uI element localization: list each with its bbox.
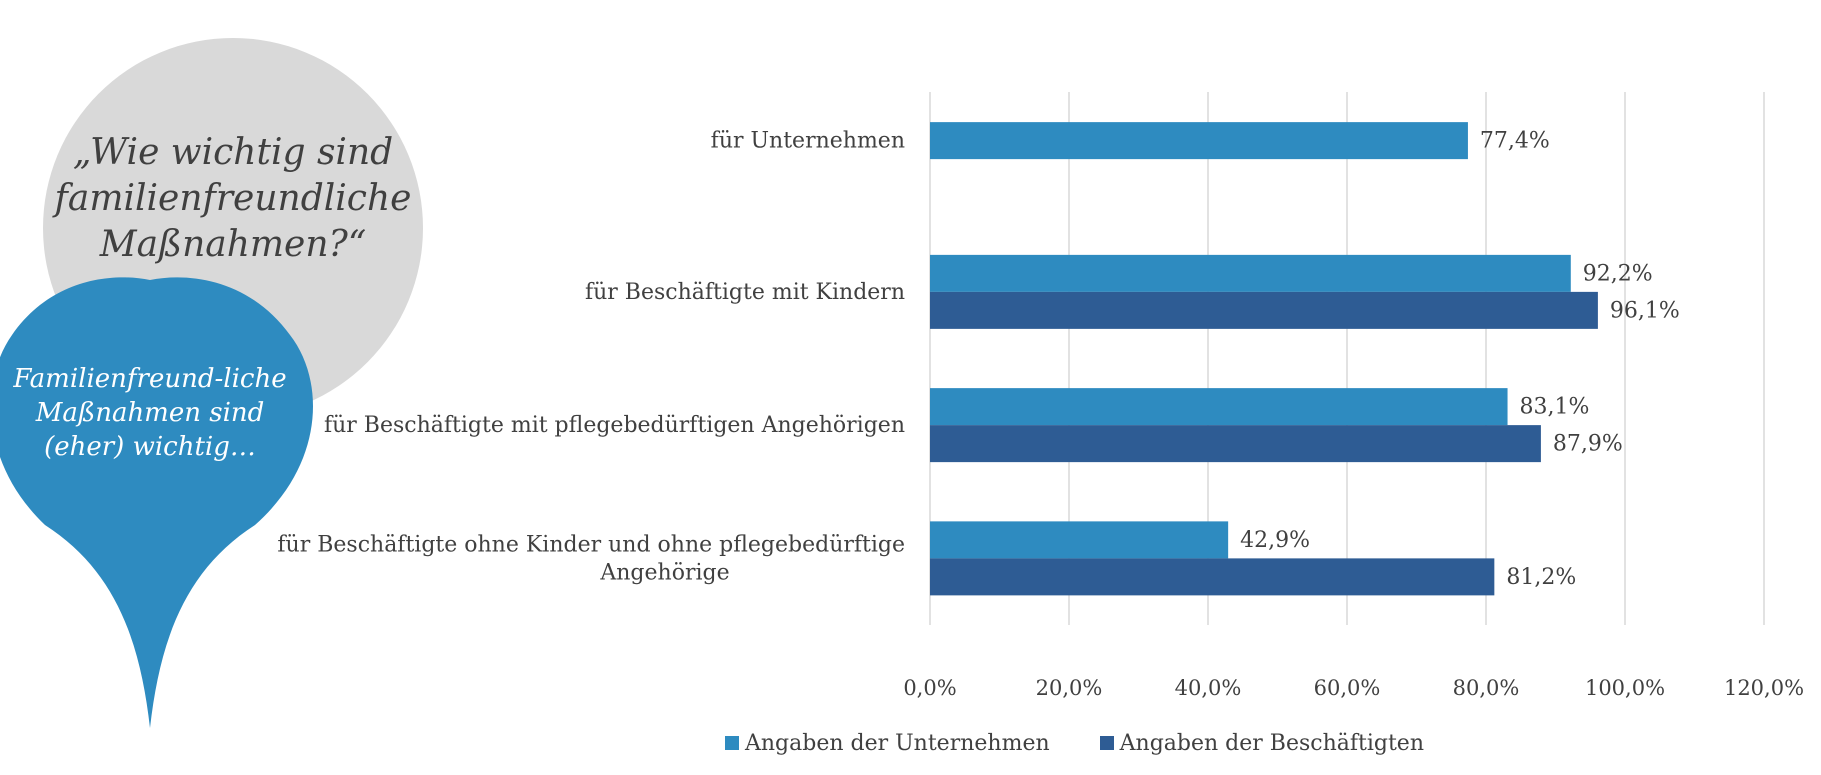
data-label: 77,4% [1480, 129, 1550, 154]
category-label-line: für Beschäftigte ohne Kinder und ohne pf… [277, 532, 905, 557]
data-label: 92,2% [1583, 261, 1653, 286]
legend-label: Angaben der Unternehmen [745, 730, 1050, 756]
data-label: 81,2% [1506, 565, 1576, 590]
bar [930, 425, 1541, 463]
legend: Angaben der Unternehmen Angaben der Besc… [725, 728, 1474, 758]
tick-label: 100,0% [1585, 676, 1665, 700]
category-label-line: für Unternehmen [711, 129, 905, 154]
bar [930, 521, 1229, 559]
data-label: 42,9% [1240, 528, 1310, 553]
category-label-line: für Beschäftigte mit Kindern [585, 280, 905, 305]
legend-item-beschaeftigte: Angaben der Beschäftigten [1099, 730, 1424, 756]
bars [930, 122, 1598, 596]
data-label: 87,9% [1553, 432, 1623, 457]
category-labels: für Unternehmen für Beschäftigte mit Kind… [277, 129, 905, 586]
category-label: für Beschäftigte mit Kindern [585, 280, 905, 305]
data-label: 83,1% [1520, 395, 1590, 420]
tick-label: 120,0% [1724, 676, 1804, 700]
legend-swatch [1099, 736, 1114, 750]
category-label-line: Angehörige [599, 560, 729, 585]
category-label: für Beschäftigte ohne Kinder und ohne pf… [277, 532, 905, 585]
tick-label: 40,0% [1175, 676, 1242, 700]
tick-label: 60,0% [1314, 676, 1381, 700]
tick-labels: 0,0% 20,0% 40,0% 60,0% 80,0% 100,0% 120,0% [903, 676, 1804, 700]
bar [930, 122, 1468, 160]
legend-label: Angaben der Beschäftigten [1119, 730, 1424, 756]
bar [930, 254, 1571, 292]
question-text: „Wie wichtig sind familienfreundliche Ma… [54, 132, 412, 265]
bar [930, 388, 1508, 426]
category-label-line: für Beschäftigte mit pflegebedürftigen A… [324, 413, 905, 438]
bar [930, 558, 1495, 596]
tick-label: 20,0% [1036, 676, 1103, 700]
legend-swatch [725, 736, 739, 750]
location-pin-icon [0, 277, 313, 728]
category-label: für Unternehmen [711, 129, 905, 154]
data-labels: 77,4% 92,2% 96,1% 83,1% 87,9% 42,9% 81,2% [1240, 129, 1680, 590]
legend-item-unternehmen: Angaben der Unternehmen [725, 731, 1050, 756]
data-label: 96,1% [1610, 298, 1680, 323]
bar [930, 291, 1598, 329]
pin-text: Familienfreund-liche Maßnahmen sind (ehe… [13, 364, 287, 462]
category-label: für Beschäftigte mit pflegebedürftigen A… [324, 413, 905, 438]
tick-label: 80,0% [1453, 676, 1520, 700]
tick-label: 0,0% [903, 676, 956, 700]
